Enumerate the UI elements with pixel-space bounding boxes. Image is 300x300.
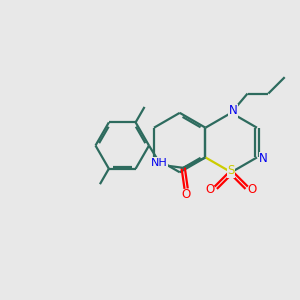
Text: N: N <box>229 104 238 117</box>
Text: S: S <box>227 164 235 177</box>
Text: NH: NH <box>151 158 168 168</box>
Text: O: O <box>248 183 256 196</box>
Text: N: N <box>259 152 268 165</box>
Text: O: O <box>206 183 215 196</box>
Text: O: O <box>181 188 190 201</box>
